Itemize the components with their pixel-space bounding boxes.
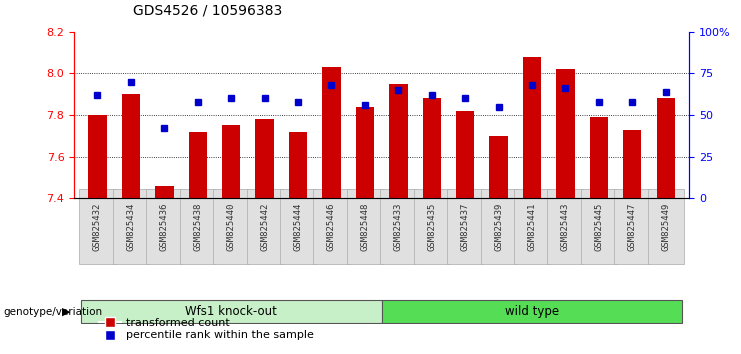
Bar [88, 115, 107, 198]
Bar [222, 125, 240, 198]
Bar [155, 186, 173, 198]
Bar [556, 69, 575, 198]
Text: Wfs1 knock-out: Wfs1 knock-out [185, 305, 277, 318]
Bar [523, 57, 541, 198]
Bar [623, 130, 642, 198]
Bar [422, 98, 441, 198]
FancyBboxPatch shape [81, 300, 382, 323]
Text: GDS4526 / 10596383: GDS4526 / 10596383 [133, 4, 282, 18]
Bar [489, 136, 508, 198]
Bar [356, 107, 374, 198]
Legend: transformed count, percentile rank within the sample: transformed count, percentile rank withi… [94, 314, 318, 345]
Bar [657, 98, 675, 198]
Bar [256, 119, 274, 198]
Bar [188, 132, 207, 198]
FancyBboxPatch shape [382, 300, 682, 323]
Text: genotype/variation: genotype/variation [4, 307, 103, 316]
Bar [590, 117, 608, 198]
Bar [322, 67, 341, 198]
Bar [122, 94, 140, 198]
Bar [456, 111, 474, 198]
Bar [289, 132, 308, 198]
Text: ▶: ▶ [62, 307, 70, 316]
Bar [389, 84, 408, 198]
Text: wild type: wild type [505, 305, 559, 318]
